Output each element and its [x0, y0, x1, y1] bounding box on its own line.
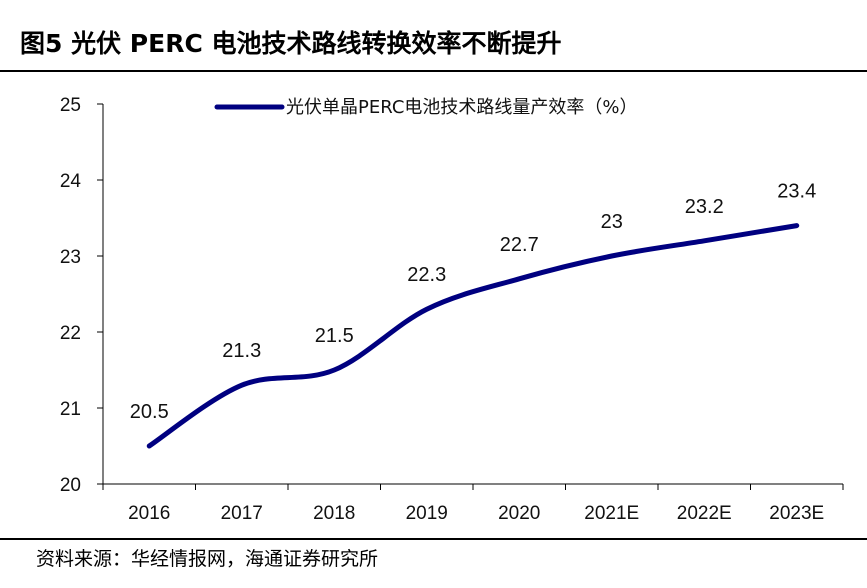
data-label: 23.4	[777, 181, 816, 203]
data-label: 23	[601, 211, 623, 233]
data-label: 21.3	[222, 340, 261, 362]
series-line	[146, 223, 800, 449]
y-tick-label: 24	[60, 171, 82, 192]
data-label: 20.5	[130, 401, 169, 423]
y-tick-label: 25	[60, 95, 81, 116]
data-label: 23.2	[685, 196, 724, 218]
data-label: 22.7	[500, 234, 539, 256]
x-tick-label: 2018	[313, 503, 355, 524]
x-tick-label: 2020	[498, 503, 540, 524]
figure-title: 图5 光伏 PERC 电池技术路线转换效率不断提升	[20, 29, 562, 58]
data-labels: 20.5 21.3 21.5 22.3 22.7 23 23.2 23.4	[130, 181, 816, 423]
x-tick-label: 2017	[221, 503, 263, 524]
x-tick-label: 2021E	[584, 503, 639, 524]
x-tick-label: 2023E	[769, 503, 824, 524]
source-note: 资料来源：华经情报网，海通证券研究所	[36, 548, 379, 570]
source-rule	[0, 538, 867, 540]
data-label: 22.3	[407, 264, 446, 286]
y-tick-label: 23	[60, 247, 81, 268]
y-tick-label: 21	[60, 399, 81, 420]
y-axis-ticks: 20 21 22 23 24 25	[60, 95, 103, 496]
x-tick-label: 2019	[406, 503, 448, 524]
legend: 光伏单晶PERC电池技术路线量产效率（%）	[214, 97, 638, 118]
y-tick-label: 22	[60, 323, 81, 344]
y-tick-label: 20	[60, 475, 81, 496]
x-axis-ticks: 2016 2017 2018 2019 2020 2021E 2022E 2023E	[102, 484, 844, 524]
x-tick-label: 2022E	[677, 503, 732, 524]
data-label: 21.5	[315, 325, 354, 347]
title-rule	[0, 70, 867, 72]
x-tick-label: 2016	[128, 503, 170, 524]
legend-label: 光伏单晶PERC电池技术路线量产效率（%）	[286, 97, 638, 118]
